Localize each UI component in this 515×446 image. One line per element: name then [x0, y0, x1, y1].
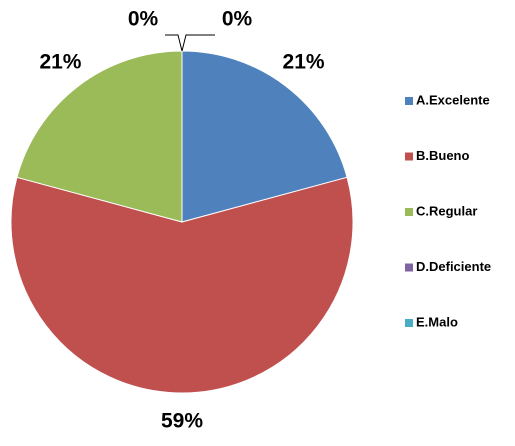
- value-label: 21%: [283, 51, 325, 74]
- legend-label: D.Deficiente: [416, 259, 491, 274]
- legend-swatch: [405, 319, 413, 327]
- value-label: 59%: [161, 410, 203, 433]
- pie-slice: [181, 50, 348, 223]
- value-label: 0%: [128, 8, 159, 31]
- legend-label: A.Excelente: [416, 92, 490, 107]
- value-label: 0%: [222, 8, 253, 31]
- legend-swatch: [405, 152, 413, 161]
- legend-label: C.Regular: [416, 203, 477, 218]
- leader-line: [165, 34, 183, 52]
- value-label: 21%: [39, 51, 81, 74]
- legend-swatch: [405, 97, 413, 105]
- leader-line: [181, 34, 215, 52]
- legend-swatch: [405, 263, 413, 272]
- legend-swatch: [405, 208, 413, 216]
- pie-slice: [16, 50, 183, 223]
- pie-slice: [10, 176, 354, 394]
- legend-label: E.Malo: [416, 314, 458, 329]
- legend-label: B.Bueno: [416, 148, 470, 163]
